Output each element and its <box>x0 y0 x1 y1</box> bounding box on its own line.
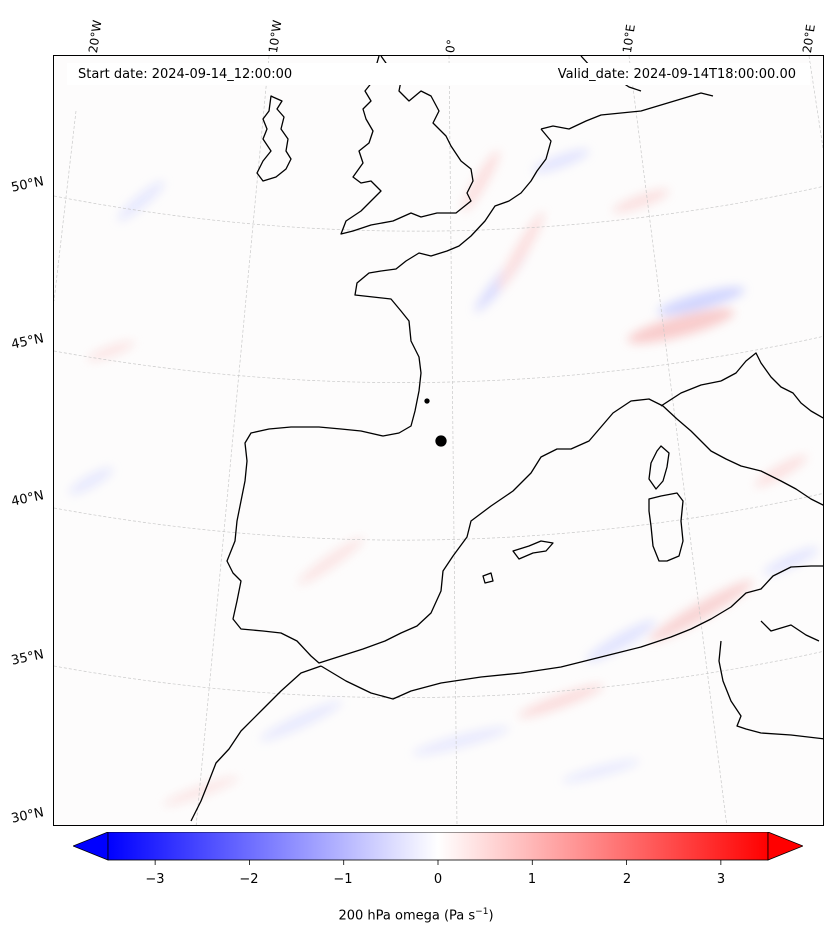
lon-label-20w: 20°W <box>86 19 105 54</box>
colorbar-tick-3: 3 <box>716 872 726 887</box>
colorbar-extend-low <box>73 832 109 861</box>
valid-date-label: Valid_date: 2024-09-14T18:00:00.00 <box>557 67 796 82</box>
colorbar-label-exponent: −1 <box>475 907 489 917</box>
lon-label-10e: 10°E <box>620 23 638 54</box>
start-date-label: Start date: 2024-09-14_12:00:00 <box>78 67 293 82</box>
map-plot <box>54 56 823 825</box>
lat-label-50n: 50°N <box>10 174 46 196</box>
coastlines <box>190 56 823 822</box>
colorbar-tick-neg3: −3 <box>145 872 165 887</box>
colorbar-tick-0: 0 <box>433 872 443 887</box>
colorbar-extend-high <box>767 832 803 861</box>
lon-label-20e: 20°E <box>800 23 818 54</box>
lat-label-30n: 30°N <box>10 805 46 827</box>
colorbar-tick-neg2: −2 <box>239 872 259 887</box>
colorbar-tick-neg1: −1 <box>333 872 353 887</box>
lat-label-45n: 45°N <box>10 331 46 353</box>
plot-header: Start date: 2024-09-14_12:00:00 Valid_da… <box>67 63 810 85</box>
colorbar-label-end: ) <box>488 908 494 924</box>
colorbar-tick-2: 2 <box>622 872 632 887</box>
omega-field <box>69 149 819 806</box>
lat-label-35n: 35°N <box>10 647 46 669</box>
graticule <box>54 56 823 825</box>
colorbar-gradient <box>107 832 769 861</box>
colorbar-tick-1: 1 <box>527 872 537 887</box>
lat-label-40n: 40°N <box>10 488 46 510</box>
colorbar <box>73 832 803 865</box>
lon-label-10w: 10°W <box>266 19 285 54</box>
map-frame <box>53 55 824 826</box>
colorbar-label: 200 hPa omega (Pa s−1) <box>0 907 832 923</box>
colorbar-label-main: 200 hPa omega (Pa s <box>338 908 476 924</box>
lon-label-0: 0° <box>443 38 459 54</box>
colorbar-tick-marks <box>154 860 722 865</box>
